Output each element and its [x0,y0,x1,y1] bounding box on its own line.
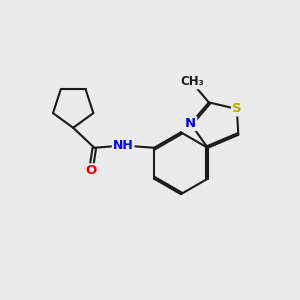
Text: S: S [232,102,242,116]
Text: CH₃: CH₃ [181,75,205,88]
Text: O: O [85,164,97,177]
Text: NH: NH [113,139,134,152]
Text: N: N [185,117,196,130]
